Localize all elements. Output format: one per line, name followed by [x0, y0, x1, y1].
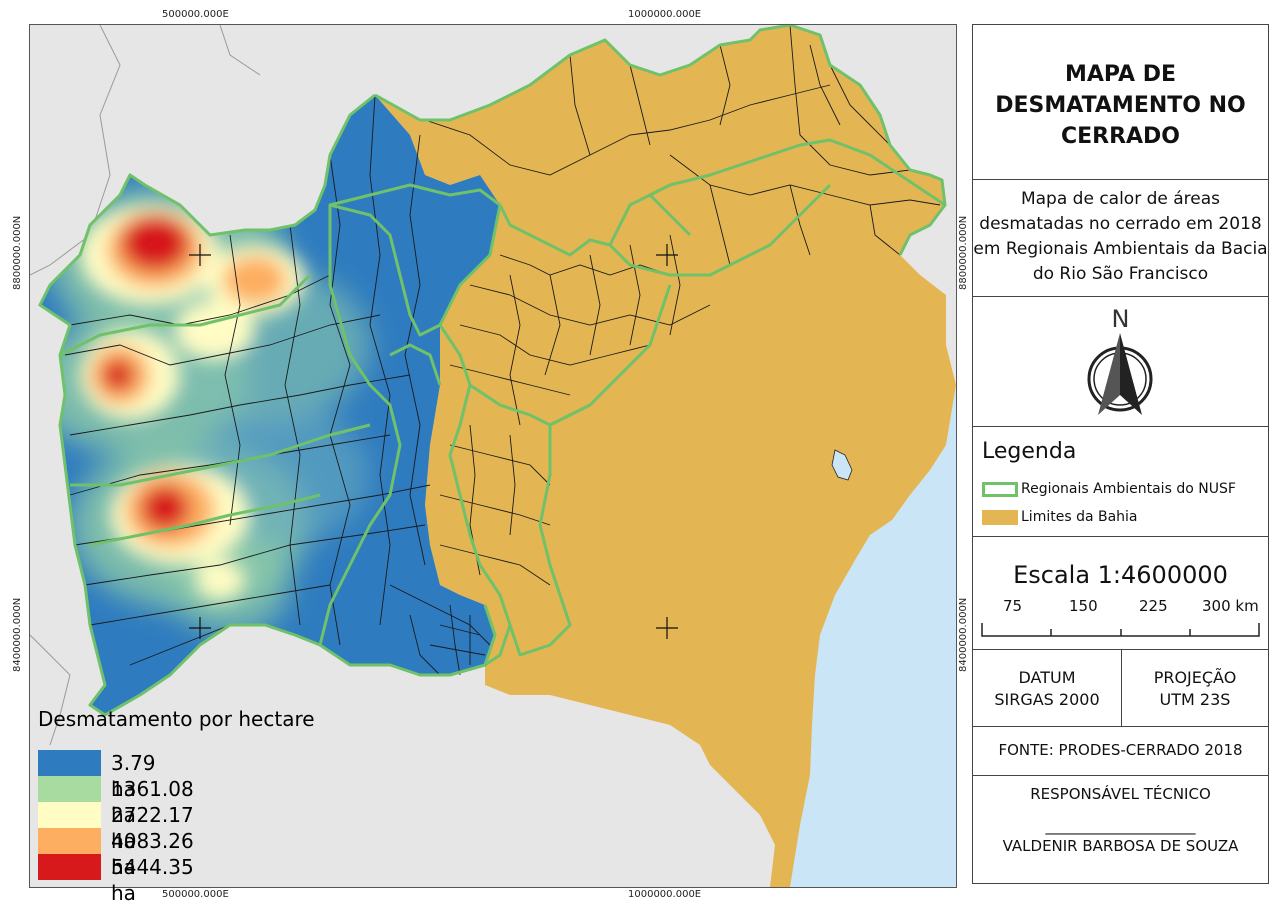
- graticule-crosses: [189, 244, 678, 639]
- responsible-name: VALDENIR BARBOSA DE SOUZA: [1002, 837, 1239, 855]
- scale-label: Escala 1:4600000: [1013, 561, 1228, 589]
- legend-swatch-regionais: [982, 482, 1018, 497]
- legend-label-regionais: Regionais Ambientais do NUSF: [1021, 481, 1236, 497]
- north-arrow-icon: [1087, 333, 1153, 415]
- scale-panel: Escala 1:4600000 75 150 225 300 km: [972, 536, 1269, 650]
- datum-panel: DATUM SIRGAS 2000: [972, 649, 1122, 727]
- heatmap-legend-swatch: [38, 828, 101, 854]
- heatmap-legend-label: 1361.08 ha: [111, 777, 194, 827]
- heatmap-legend-swatch: [38, 776, 101, 802]
- scale-tick-label: 150: [1069, 597, 1098, 615]
- heatmap-legend-swatch: [38, 854, 101, 880]
- grid-label-y-8800000-left: 8800000.000N: [12, 215, 23, 290]
- heatmap-legend-swatch: [38, 750, 101, 776]
- projection-panel: PROJEÇÃO UTM 23S: [1121, 649, 1269, 727]
- scale-tick-label: 300 km: [1202, 597, 1259, 615]
- legend-label-bahia: Limites da Bahia: [1021, 509, 1138, 525]
- subtitle-panel: Mapa de calor de áreas desmatadas no cer…: [972, 179, 1269, 297]
- scale-tick-label: 225: [1139, 597, 1168, 615]
- map-canvas[interactable]: [29, 24, 957, 888]
- lake: [831, 449, 853, 481]
- source-text: FONTE: PRODES-CERRADO 2018: [998, 741, 1243, 759]
- datum-label: DATUM: [1018, 668, 1076, 687]
- legend-title: Legenda: [982, 439, 1077, 464]
- map-svg: [30, 25, 956, 887]
- north-letter: N: [1111, 305, 1130, 333]
- grid-label-x-1000000-top: 1000000.000E: [628, 9, 702, 20]
- heatmap-legend-label: 4083.26 ha: [111, 829, 194, 879]
- legend-swatch-bahia: [982, 510, 1018, 525]
- heatmap-legend: Desmatamento por hectare 3.79 ha 1361.08…: [32, 703, 332, 905]
- grid-label-x-500000-top: 500000.000E: [162, 9, 229, 20]
- map-subtitle: Mapa de calor de áreas desmatadas no cer…: [973, 189, 1268, 284]
- responsible-title: RESPONSÁVEL TÉCNICO: [1030, 785, 1211, 803]
- title-panel: MAPA DE DESMATAMENTO NO CERRADO: [972, 24, 1269, 180]
- municipality-borders: [64, 25, 941, 676]
- legend-panel: Legenda Regionais Ambientais do NUSF Lim…: [972, 426, 1269, 537]
- heatmap-legend-label: 3.79 ha: [111, 751, 156, 801]
- bahia-fill: [375, 25, 956, 887]
- responsible-panel: RESPONSÁVEL TÉCNICO ____________________…: [972, 775, 1269, 884]
- regional-outlines: [38, 25, 947, 717]
- heatmap-legend-label: 5444.35 ha: [111, 855, 194, 905]
- neighbor-state-borders: [30, 25, 261, 746]
- heatmap-legend-label: 2722.17 ha: [111, 803, 194, 853]
- north-arrow-panel: N: [972, 296, 1269, 427]
- heatmap-legend-swatch: [38, 802, 101, 828]
- datum-value: SIRGAS 2000: [994, 690, 1100, 709]
- signature-line: ____________________: [1045, 817, 1196, 835]
- grid-label-y-8400000-left: 8400000.000N: [12, 597, 23, 672]
- heatmap-legend-title: Desmatamento por hectare: [38, 707, 315, 731]
- map-title: MAPA DE DESMATAMENTO NO CERRADO: [995, 62, 1246, 149]
- grid-label-x-1000000-bottom: 1000000.000E: [628, 889, 702, 900]
- projection-label: PROJEÇÃO: [1153, 668, 1237, 687]
- projection-value: UTM 23S: [1159, 690, 1231, 709]
- scale-tick-label: 75: [1003, 597, 1023, 615]
- scale-bar: [981, 623, 1260, 637]
- grid-label-y-8400000-right: 8400000.000N: [958, 597, 969, 672]
- ocean-area: [790, 385, 956, 887]
- grid-label-y-8800000-right: 8800000.000N: [958, 215, 969, 290]
- source-panel: FONTE: PRODES-CERRADO 2018: [972, 726, 1269, 776]
- grid-label-x-500000-bottom: 500000.000E: [162, 889, 229, 900]
